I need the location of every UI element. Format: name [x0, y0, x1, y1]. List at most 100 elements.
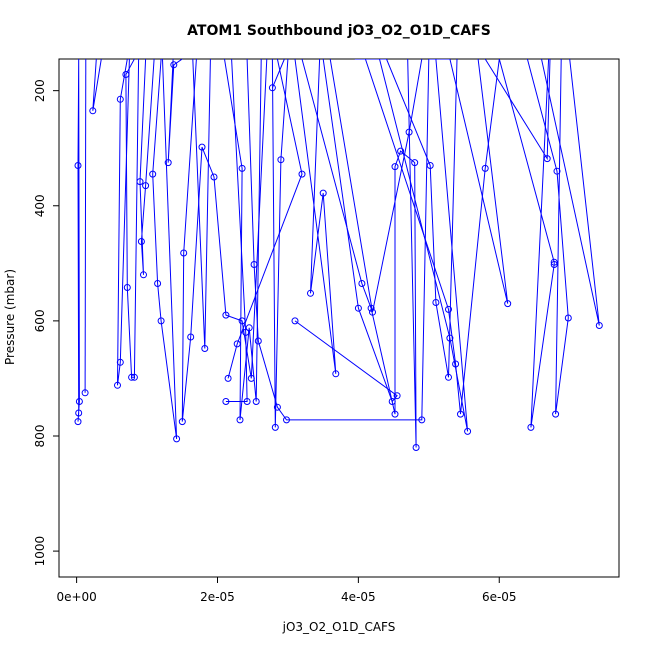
y-tick-label: 800 — [33, 425, 47, 448]
data-point — [201, 345, 209, 352]
data-point — [564, 314, 572, 322]
series-layer — [74, 59, 603, 451]
data-point — [170, 61, 178, 69]
series-line — [271, 59, 289, 428]
data-point — [504, 300, 512, 308]
series-line — [117, 59, 130, 386]
data-point — [397, 147, 405, 155]
series-line — [77, 59, 80, 422]
y-axis: 200 400 600 800 1000 — [33, 79, 59, 566]
data-point — [550, 261, 558, 268]
y-tick-label: 200 — [33, 79, 47, 102]
data-point — [116, 95, 124, 103]
data-point — [130, 373, 138, 381]
data-point — [180, 249, 188, 257]
series-line — [139, 59, 155, 275]
data-point — [74, 162, 82, 169]
series-line — [526, 59, 569, 415]
x-axis: 0e+00 2e-05 4e-05 6e-05 — [56, 577, 517, 604]
data-point — [136, 178, 144, 186]
data-point — [242, 328, 250, 336]
data-point — [137, 238, 145, 245]
data-point — [89, 107, 97, 115]
series-line — [294, 59, 398, 403]
data-point — [122, 71, 130, 78]
series-line — [224, 59, 262, 420]
data-point — [445, 373, 452, 381]
data-point — [140, 271, 147, 279]
plot-frame — [58, 58, 620, 578]
x-axis-label: jO3_O2_O1D_CAFS — [282, 620, 396, 634]
data-point — [157, 317, 165, 325]
data-point — [243, 398, 251, 405]
data-point — [178, 418, 186, 426]
data-point — [464, 427, 472, 435]
x-tick-label: 4e-05 — [341, 590, 376, 604]
data-point — [74, 418, 82, 426]
data-point — [527, 423, 535, 431]
series-line — [271, 59, 285, 88]
plot-area: 0e+00 2e-05 4e-05 6e-05 200 400 600 800 1000 — [33, 58, 620, 604]
series-line — [364, 59, 500, 415]
series-line — [225, 59, 248, 402]
data-point — [254, 337, 262, 345]
series-line — [329, 59, 423, 313]
series-line — [167, 59, 183, 163]
x-tick-label: 0e+00 — [56, 590, 96, 604]
data-point — [291, 317, 299, 325]
series-line — [92, 59, 102, 111]
data-point — [354, 304, 362, 312]
data-point — [426, 162, 434, 169]
series-line — [354, 59, 458, 378]
data-point — [283, 416, 290, 424]
data-point — [298, 170, 306, 178]
series-line — [152, 59, 178, 439]
data-point — [222, 311, 230, 319]
data-point — [319, 189, 327, 197]
x-tick-label: 6e-05 — [482, 590, 517, 604]
series-line — [498, 59, 555, 428]
data-point — [114, 381, 121, 389]
series-line — [192, 59, 211, 349]
data-point — [238, 164, 246, 172]
chart-title: ATOM1 Southbound jO3_O2_O1D_CAFS — [187, 23, 491, 39]
data-point — [142, 182, 150, 190]
data-point — [173, 435, 181, 443]
data-point — [75, 409, 83, 417]
data-point — [552, 410, 560, 418]
y-tick-label: 600 — [33, 309, 47, 332]
data-point — [432, 299, 440, 306]
data-point — [412, 444, 420, 451]
series-line — [301, 59, 417, 448]
data-point — [277, 156, 285, 164]
data-point — [116, 358, 124, 366]
data-point — [222, 398, 230, 405]
series-line — [84, 59, 87, 393]
x-tick-label: 2e-05 — [200, 590, 235, 604]
data-point — [245, 324, 253, 332]
data-point — [198, 143, 206, 151]
data-point — [307, 289, 314, 297]
series-line — [294, 59, 337, 374]
data-point — [446, 334, 454, 342]
series-line — [227, 59, 303, 379]
data-point — [332, 370, 340, 378]
data-point — [369, 308, 376, 316]
data-point — [210, 173, 218, 181]
data-point — [411, 159, 419, 167]
data-point — [164, 159, 172, 167]
data-point — [273, 403, 281, 411]
data-point — [445, 305, 452, 313]
data-point — [224, 374, 232, 382]
data-point — [271, 423, 279, 431]
data-point — [149, 170, 157, 178]
series-line — [246, 59, 430, 421]
data-point — [81, 389, 89, 397]
series-line — [379, 59, 469, 432]
data-point — [358, 280, 366, 287]
data-point — [391, 410, 399, 418]
data-point — [250, 261, 258, 268]
series-line — [541, 59, 600, 326]
series-line — [428, 59, 509, 304]
